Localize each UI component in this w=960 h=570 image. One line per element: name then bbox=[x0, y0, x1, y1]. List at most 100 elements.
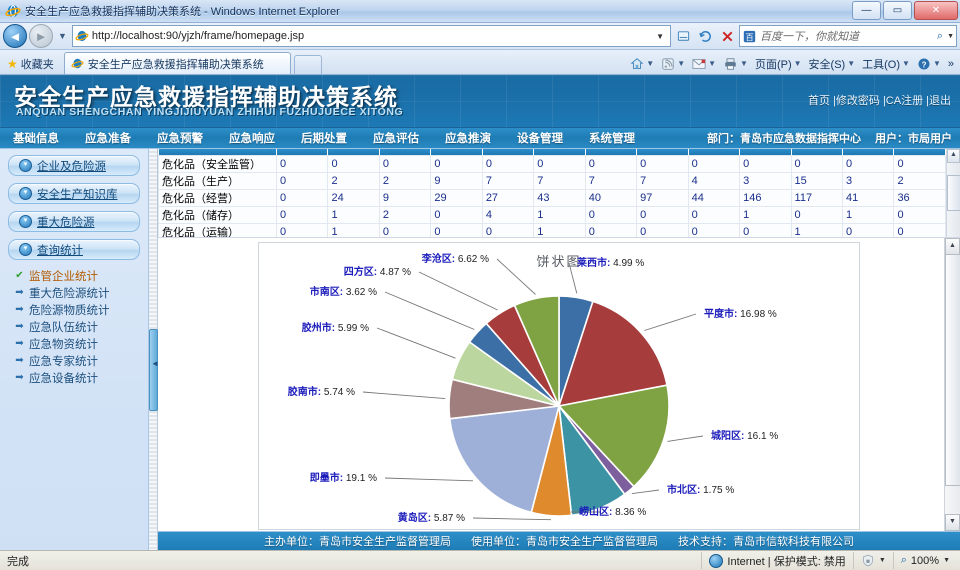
page-scroll-thumb[interactable] bbox=[945, 254, 960, 486]
cell: 7 bbox=[481, 172, 535, 190]
nav-item-yingjituiyan[interactable]: 应急推演 bbox=[445, 133, 491, 145]
globe-icon bbox=[709, 553, 724, 568]
cell: 9 bbox=[378, 189, 432, 207]
search-provider-dropdown-icon[interactable]: ▼ bbox=[947, 32, 954, 40]
cell: 0 bbox=[584, 223, 638, 237]
privacy-indicator[interactable]: ▼ bbox=[852, 552, 893, 569]
print-caret-icon[interactable]: ▼ bbox=[740, 59, 748, 68]
cell: 0 bbox=[378, 223, 432, 237]
maximize-button[interactable]: ▭ bbox=[883, 1, 912, 20]
address-bar[interactable]: http://localhost:90/yjzh/frame/homepage.… bbox=[71, 25, 671, 47]
compatibility-view-icon[interactable] bbox=[673, 26, 693, 46]
command-overflow-button[interactable]: » bbox=[947, 57, 954, 70]
pie-leader-line bbox=[568, 262, 578, 294]
cell: 41 bbox=[841, 189, 895, 207]
tools-menu-caret-icon[interactable]: ▼ bbox=[902, 59, 910, 68]
page-menu-button[interactable]: 页面(P) ▼ bbox=[752, 54, 805, 73]
mail-caret-icon[interactable]: ▼ bbox=[708, 59, 717, 68]
sidebar-item-supervised-enterprise-stats[interactable]: ✔ 监管企业统计 bbox=[0, 267, 148, 284]
help-menu-caret-icon[interactable]: ▼ bbox=[932, 59, 941, 68]
nav-item-jichuxinxi[interactable]: 基础信息 bbox=[13, 133, 59, 145]
new-tab-button[interactable] bbox=[293, 55, 322, 74]
favorites-button[interactable]: ★ 收藏夹 bbox=[4, 54, 60, 74]
search-box[interactable]: 百 百度一下，你就知道 ⌕ ▼ bbox=[739, 25, 957, 47]
cell: 4 bbox=[481, 206, 535, 224]
page-scroll-down-icon[interactable]: ▼ bbox=[945, 514, 960, 531]
cell: 1 bbox=[533, 206, 586, 224]
forward-button[interactable]: ► bbox=[29, 24, 53, 48]
status-text: 完成 bbox=[7, 555, 29, 568]
search-input[interactable]: 百度一下，你就知道 bbox=[760, 31, 859, 43]
cell: 0 bbox=[790, 155, 843, 173]
page-vertical-scrollbar[interactable]: ▲ ▼ bbox=[944, 238, 960, 531]
home-caret-icon[interactable]: ▼ bbox=[646, 59, 655, 68]
nav-item-yingjixiangying[interactable]: 应急响应 bbox=[229, 133, 275, 145]
browser-tab[interactable]: 安全生产应急救援指挥辅助决策系统 bbox=[63, 52, 291, 74]
check-icon: ✔ bbox=[15, 270, 24, 281]
chevron-down-icon: ▾ bbox=[19, 159, 32, 172]
safety-menu-button[interactable]: 安全(S) ▼ bbox=[806, 54, 859, 73]
privacy-caret-icon[interactable]: ▼ bbox=[878, 557, 886, 564]
sidebar-item-hazard-substance-stats[interactable]: ➡ 危险源物质统计 bbox=[0, 301, 148, 318]
table-header-cell bbox=[327, 149, 380, 156]
pie-labels: 莱西市: 4.99 % 平度市: 16.98 % 城阳区: 16.1 % 市北区: 1… bbox=[288, 252, 779, 524]
sidebar-group-knowledge-base[interactable]: ▾ 安全生产知识库 bbox=[8, 183, 140, 204]
sidebar-group-major-hazard[interactable]: ▾ 重大危险源 bbox=[8, 211, 140, 232]
home-button[interactable]: ▼ bbox=[627, 54, 657, 73]
pie-leader-line bbox=[496, 258, 536, 295]
pie-slice-label: 胶州市: 5.99 % bbox=[302, 321, 369, 334]
sidebar-item-emergency-equipment-stats[interactable]: ➡ 应急设备统计 bbox=[0, 369, 148, 386]
close-button[interactable]: ✕ bbox=[914, 1, 958, 20]
sidebar-item-emergency-team-stats[interactable]: ➡ 应急队伍统计 bbox=[0, 318, 148, 335]
tools-menu-button[interactable]: 工具(O) ▼ bbox=[859, 54, 913, 73]
page-viewport: 安全生产应急救援指挥辅助决策系统 ANQUAN SHENGCHAN YINGJI… bbox=[0, 75, 960, 550]
feeds-button[interactable]: ▼ bbox=[658, 54, 688, 73]
refresh-icon[interactable] bbox=[695, 26, 715, 46]
nav-item-xitongguanli[interactable]: 系统管理 bbox=[589, 133, 635, 145]
address-dropdown-icon[interactable]: ▼ bbox=[656, 31, 664, 41]
history-dropdown-icon[interactable]: ▼ bbox=[58, 31, 67, 41]
cell: 0 bbox=[636, 206, 689, 224]
scroll-thumb[interactable] bbox=[947, 175, 960, 211]
zoom-control[interactable]: ⌕ 100% ▼ bbox=[892, 552, 957, 569]
search-go-icon[interactable]: ⌕ bbox=[936, 29, 944, 42]
sidebar-group-query-statistics[interactable]: ▾ 查询统计 bbox=[8, 239, 140, 260]
table-vertical-scrollbar[interactable]: ▲ bbox=[946, 149, 960, 237]
sidebar-group-enterprise-hazard[interactable]: ▾ 企业及危险源 bbox=[8, 155, 140, 176]
security-zone[interactable]: Internet | 保护模式: 禁用 bbox=[701, 552, 852, 569]
nav-item-yingjiyujing[interactable]: 应急预警 bbox=[157, 133, 203, 145]
nav-item-yingjizhunbei[interactable]: 应急准备 bbox=[85, 133, 131, 145]
nav-item-houqichuzhi[interactable]: 后期处置 bbox=[301, 133, 347, 145]
account-links[interactable]: 首页 |修改密码 |CA注册 |退出 bbox=[807, 95, 951, 107]
nav-item-shebeiguanli[interactable]: 设备管理 bbox=[517, 133, 563, 145]
safety-menu-caret-icon[interactable]: ▼ bbox=[847, 59, 856, 68]
stop-icon[interactable] bbox=[717, 26, 737, 46]
splitter-grip[interactable] bbox=[149, 329, 158, 411]
sidebar-item-emergency-expert-stats[interactable]: ➡ 应急专家统计 bbox=[0, 352, 148, 369]
splitter-collapse-icon[interactable]: ◄ bbox=[151, 359, 159, 368]
table-header-cell bbox=[842, 149, 895, 156]
table-row: 危化品（运输） 0 1 0 0 0 1 0 0 0 0 bbox=[158, 223, 946, 237]
mail-button[interactable]: ▼ bbox=[689, 54, 719, 73]
help-menu-button[interactable]: ? ▼ bbox=[914, 54, 944, 73]
print-button[interactable]: ▼ bbox=[720, 54, 751, 73]
cell: 0 bbox=[636, 223, 689, 237]
address-text: http://localhost:90/yjzh/frame/homepage.… bbox=[91, 30, 305, 42]
back-button[interactable]: ◄ bbox=[3, 24, 27, 48]
cell: 0 bbox=[584, 155, 638, 173]
panel-splitter[interactable]: ◄ bbox=[149, 149, 159, 550]
scroll-up-icon[interactable]: ▲ bbox=[947, 149, 960, 163]
cell: 0 bbox=[430, 206, 483, 224]
zoom-caret-icon[interactable]: ▼ bbox=[943, 557, 950, 564]
sidebar-item-label: 应急物资统计 bbox=[29, 338, 98, 351]
minimize-button[interactable]: — bbox=[852, 1, 881, 20]
sidebar-item-major-hazard-stats[interactable]: ➡ 重大危险源统计 bbox=[0, 284, 148, 301]
sidebar-item-emergency-material-stats[interactable]: ➡ 应急物资统计 bbox=[0, 335, 148, 352]
nav-item-yingjipinggu[interactable]: 应急评估 bbox=[373, 133, 419, 145]
table-header-cell bbox=[739, 149, 792, 156]
feeds-caret-icon[interactable]: ▼ bbox=[677, 59, 686, 68]
page-scroll-up-icon[interactable]: ▲ bbox=[945, 238, 960, 255]
page-menu-caret-icon[interactable]: ▼ bbox=[793, 59, 802, 68]
page-content: ▾ 企业及危险源 ▾ 安全生产知识库 ▾ 重大危险源 ▾ 查询统计 bbox=[0, 149, 960, 550]
